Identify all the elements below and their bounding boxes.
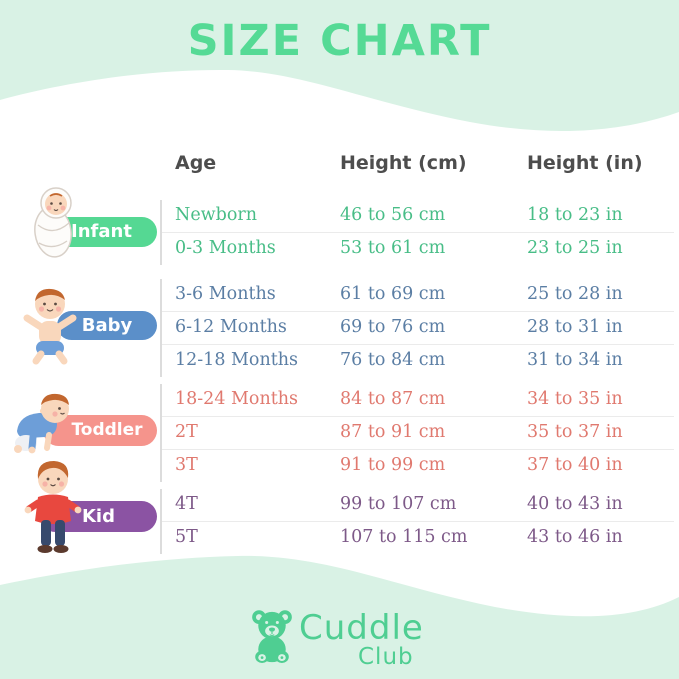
baby-badge: Baby (57, 311, 157, 340)
height-cm-cell: 91 to 99 cm (340, 455, 446, 475)
table-row: 4T 99 to 107 cm 40 to 43 in (162, 489, 674, 522)
height-in-cell: 23 to 25 in (527, 238, 623, 258)
age-cell: 18-24 Months (175, 389, 299, 409)
height-cm-cell: 61 to 69 cm (340, 284, 446, 304)
height-in-cell: 40 to 43 in (527, 494, 623, 514)
age-cell: 5T (175, 527, 198, 547)
age-cell: 6-12 Months (175, 317, 287, 337)
table-row: 18-24 Months 84 to 87 cm 34 to 35 in (162, 384, 674, 417)
height-in-cell: 25 to 28 in (527, 284, 623, 304)
standing-kid-icon (24, 461, 82, 553)
height-cm-cell: 76 to 84 cm (340, 350, 446, 370)
table-row: 5T 107 to 115 cm 43 to 46 in (162, 522, 674, 554)
group-kid: 4T 99 to 107 cm 40 to 43 in 5T 107 to 11… (160, 489, 674, 554)
table-row: 3T 91 to 99 cm 37 to 40 in (162, 450, 674, 482)
height-cm-cell: 99 to 107 cm (340, 494, 457, 514)
age-cell: Newborn (175, 205, 258, 225)
brand-name-primary: Cuddle (299, 608, 424, 648)
age-cell: 12-18 Months (175, 350, 299, 370)
age-cell: 3-6 Months (175, 284, 276, 304)
height-in-cell: 28 to 31 in (527, 317, 623, 337)
table-row: 6-12 Months 69 to 76 cm 28 to 31 in (162, 312, 674, 345)
brand-name-secondary: Club (358, 644, 414, 670)
table-row: 3-6 Months 61 to 69 cm 25 to 28 in (162, 279, 674, 312)
height-cm-cell: 69 to 76 cm (340, 317, 446, 337)
height-in-cell: 18 to 23 in (527, 205, 623, 225)
crawling-toddler-icon (14, 393, 69, 454)
height-in-cell: 34 to 35 in (527, 389, 623, 409)
group-baby: 3-6 Months 61 to 69 cm 25 to 28 in 6-12 … (160, 279, 674, 377)
table-row: 0-3 Months 53 to 61 cm 23 to 25 in (162, 233, 674, 265)
header-height-cm: Height (cm) (340, 152, 467, 174)
age-cell: 0-3 Months (175, 238, 276, 258)
table-header-row: Age Height (cm) Height (in) (160, 150, 674, 182)
group-infant: Newborn 46 to 56 cm 18 to 23 in 0-3 Mont… (160, 200, 674, 265)
height-in-cell: 35 to 37 in (527, 422, 623, 442)
height-cm-cell: 53 to 61 cm (340, 238, 446, 258)
table-row: 12-18 Months 76 to 84 cm 31 to 34 in (162, 345, 674, 377)
age-cell: 4T (175, 494, 198, 514)
group-toddler: 18-24 Months 84 to 87 cm 34 to 35 in 2T … (160, 384, 674, 482)
header-height-in: Height (in) (527, 152, 643, 174)
table-row: Newborn 46 to 56 cm 18 to 23 in (162, 200, 674, 233)
swaddled-infant-icon (34, 187, 72, 258)
height-cm-cell: 84 to 87 cm (340, 389, 446, 409)
age-cell: 2T (175, 422, 198, 442)
height-in-cell: 37 to 40 in (527, 455, 623, 475)
sitting-baby-icon (23, 288, 77, 365)
page-title: SIZE CHART (187, 16, 492, 66)
height-cm-cell: 87 to 91 cm (340, 422, 446, 442)
height-cm-cell: 107 to 115 cm (340, 527, 468, 547)
height-cm-cell: 46 to 56 cm (340, 205, 446, 225)
table-row: 2T 87 to 91 cm 35 to 37 in (162, 417, 674, 450)
header-age: Age (175, 152, 217, 174)
height-in-cell: 43 to 46 in (527, 527, 623, 547)
teddy-bear-icon (252, 610, 292, 663)
age-cell: 3T (175, 455, 198, 475)
height-in-cell: 31 to 34 in (527, 350, 623, 370)
brand-logo: Cuddle Club (0, 604, 679, 674)
